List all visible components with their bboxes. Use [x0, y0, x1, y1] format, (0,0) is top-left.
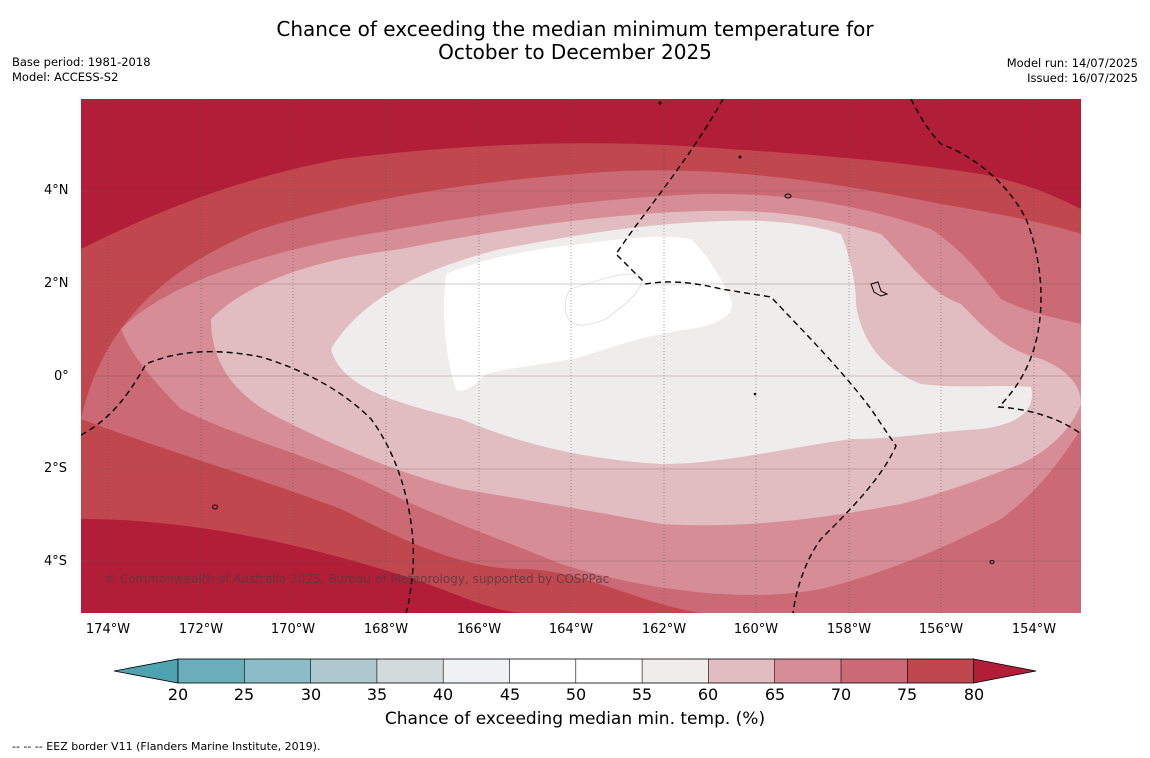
lon-label-172w: 172°W	[178, 622, 224, 637]
lon-label-168w: 168°W	[363, 622, 409, 637]
colorbar-tick-55: 55	[631, 685, 653, 704]
colorbar-arrow-high	[973, 658, 1037, 684]
model-run: Model run: 14/07/2025	[1006, 56, 1138, 70]
meta-left: Base period: 1981-2018 Model: ACCESS-S2	[12, 55, 151, 85]
colorbar-arrow-low	[114, 658, 179, 684]
colorbar-bin-60-65	[708, 659, 775, 683]
lon-label-170w: 170°W	[270, 622, 316, 637]
issued-date: Issued: 16/07/2025	[1027, 71, 1138, 85]
lat-label-2s: 2°S	[44, 461, 68, 476]
base-period: Base period: 1981-2018	[12, 55, 151, 69]
meta-right: Model run: 14/07/2025 Issued: 16/07/2025	[1007, 56, 1138, 86]
colorbar-bin-55-60	[642, 659, 709, 683]
colorbar	[114, 658, 1037, 684]
colorbar-tick-30: 30	[300, 685, 322, 704]
colorbar-bin-25-30	[244, 659, 311, 683]
colorbar-bin-35-40	[376, 659, 444, 683]
colorbar-bin-75-80	[907, 659, 974, 683]
colorbar-bin-45-50	[509, 659, 576, 683]
islands	[212, 101, 995, 564]
colorbar-bin-50-55	[575, 659, 643, 683]
lat-label-4s: 4°S	[44, 554, 68, 569]
lat-label-2n: 2°N	[44, 276, 69, 291]
colorbar-tick-75: 75	[896, 685, 918, 704]
lat-label-4n: 4°N	[44, 183, 69, 198]
colorbar-tick-25: 25	[233, 685, 255, 704]
model-name: Model: ACCESS-S2	[12, 70, 119, 84]
colorbar-tick-35: 35	[366, 685, 388, 704]
band-45-50	[564, 273, 643, 326]
probability-map	[81, 99, 1081, 613]
lon-label-158w: 158°W	[826, 622, 872, 637]
colorbar-bin-65-70	[774, 659, 841, 683]
colorbar-bin-20-25	[178, 659, 245, 683]
lon-label-154w: 154°W	[1011, 622, 1057, 637]
latitude-lines	[81, 190, 1081, 562]
colorbar-tick-80: 80	[963, 685, 985, 704]
lon-label-156w: 156°W	[918, 622, 964, 637]
eez-footnote: -- -- -- EEZ border V11 (Flanders Marine…	[12, 740, 321, 753]
lon-label-166w: 166°W	[456, 622, 502, 637]
colorbar-tick-70: 70	[830, 685, 852, 704]
lon-label-160w: 160°W	[733, 622, 779, 637]
colorbar-title: Chance of exceeding median min. temp. (%…	[384, 709, 766, 729]
eez-borders	[81, 99, 1081, 613]
colorbar-tick-40: 40	[432, 685, 454, 704]
colorbar-tick-60: 60	[697, 685, 719, 704]
lon-label-164w: 164°W	[548, 622, 594, 637]
colorbar-bin-70-75	[841, 659, 908, 683]
copyright-notice: © Commonwealth of Australia 2025, Bureau…	[104, 572, 610, 586]
title-line-2: October to December 2025	[438, 40, 712, 64]
lon-label-174w: 174°W	[85, 622, 131, 637]
title-line-1: Chance of exceeding the median minimum t…	[276, 17, 874, 41]
colorbar-bin-40-45	[443, 659, 510, 683]
colorbar-tick-50: 50	[565, 685, 587, 704]
colorbar-tick-65: 65	[764, 685, 786, 704]
lat-label-0: 0°	[54, 369, 69, 384]
lon-label-162w: 162°W	[641, 622, 687, 637]
colorbar-dividers	[244, 659, 908, 683]
colorbar-tick-20: 20	[167, 685, 189, 704]
colorbar-tick-45: 45	[499, 685, 521, 704]
map-title: Chance of exceeding the median minimum t…	[0, 18, 1150, 64]
colorbar-bin-30-35	[310, 659, 377, 683]
